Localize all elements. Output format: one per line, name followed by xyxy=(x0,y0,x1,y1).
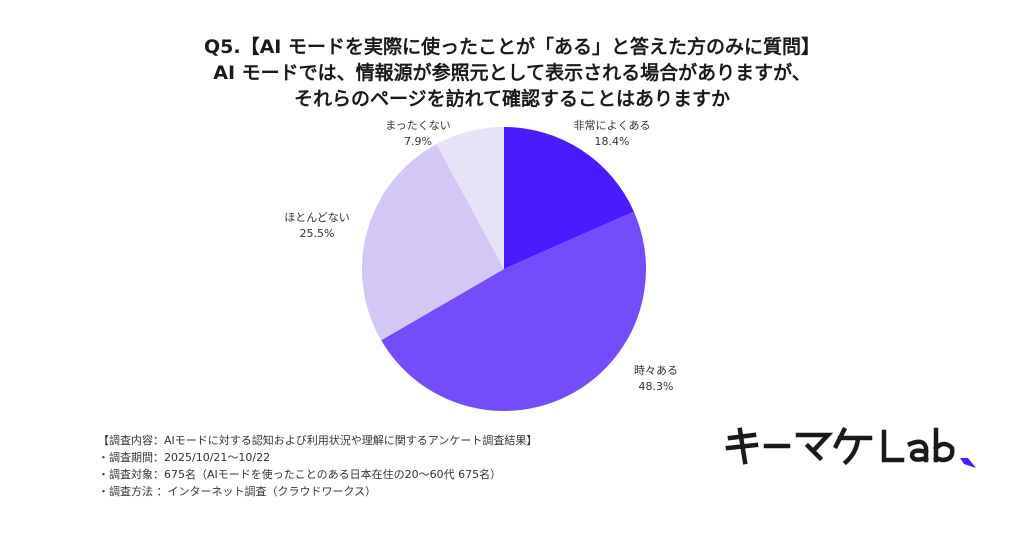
pie-slice-4 xyxy=(436,127,504,269)
logo-accent-dot xyxy=(960,458,976,468)
slice-category-label: まったくない xyxy=(385,119,451,132)
slice-value-label: 18.4% xyxy=(595,135,630,148)
kiimake-lab-logo xyxy=(725,426,976,468)
pie-slice-1 xyxy=(504,127,634,269)
pie-slice-3 xyxy=(361,144,504,341)
slice-category-label: 時々ある xyxy=(634,364,678,377)
survey-note-content: 【調査内容：AIモードに対する認知および利用状況や理解に関するアンケート調査結果… xyxy=(98,434,538,447)
chart-title: Q5.【AI モードを実際に使ったことが「ある」と答えた方のみに質問】 AI モ… xyxy=(0,34,1024,112)
slice-value-label: 7.9% xyxy=(404,135,432,148)
survey-notes: 【調査内容：AIモードに対する認知および利用状況や理解に関するアンケート調査結果… xyxy=(98,432,537,500)
survey-note-period: ・調査期間：2025/10/21〜10/22 xyxy=(98,451,271,464)
pie-slice-2 xyxy=(381,211,646,411)
logo-mark xyxy=(725,426,955,466)
slice-value-label: 48.3% xyxy=(639,380,674,393)
title-line-2: AI モードでは、情報源が参照元として表示される場合がありますが、 xyxy=(213,62,811,84)
title-line-3: それらのページを訪れて確認することはありますか xyxy=(293,88,731,110)
slice-value-label: 25.5% xyxy=(300,227,335,240)
survey-note-method: ・調査方法 ：インターネット調査（クラウドワークス） xyxy=(98,485,377,498)
survey-note-target: ・調査対象：675名（AIモードを使ったことのある日本在住の20〜60代 675… xyxy=(98,468,502,481)
title-line-1: Q5.【AI モードを実際に使ったことが「ある」と答えた方のみに質問】 xyxy=(204,36,820,58)
slice-category-label: ほとんどない xyxy=(284,211,349,224)
slice-category-label: 非常によくある xyxy=(574,119,651,132)
